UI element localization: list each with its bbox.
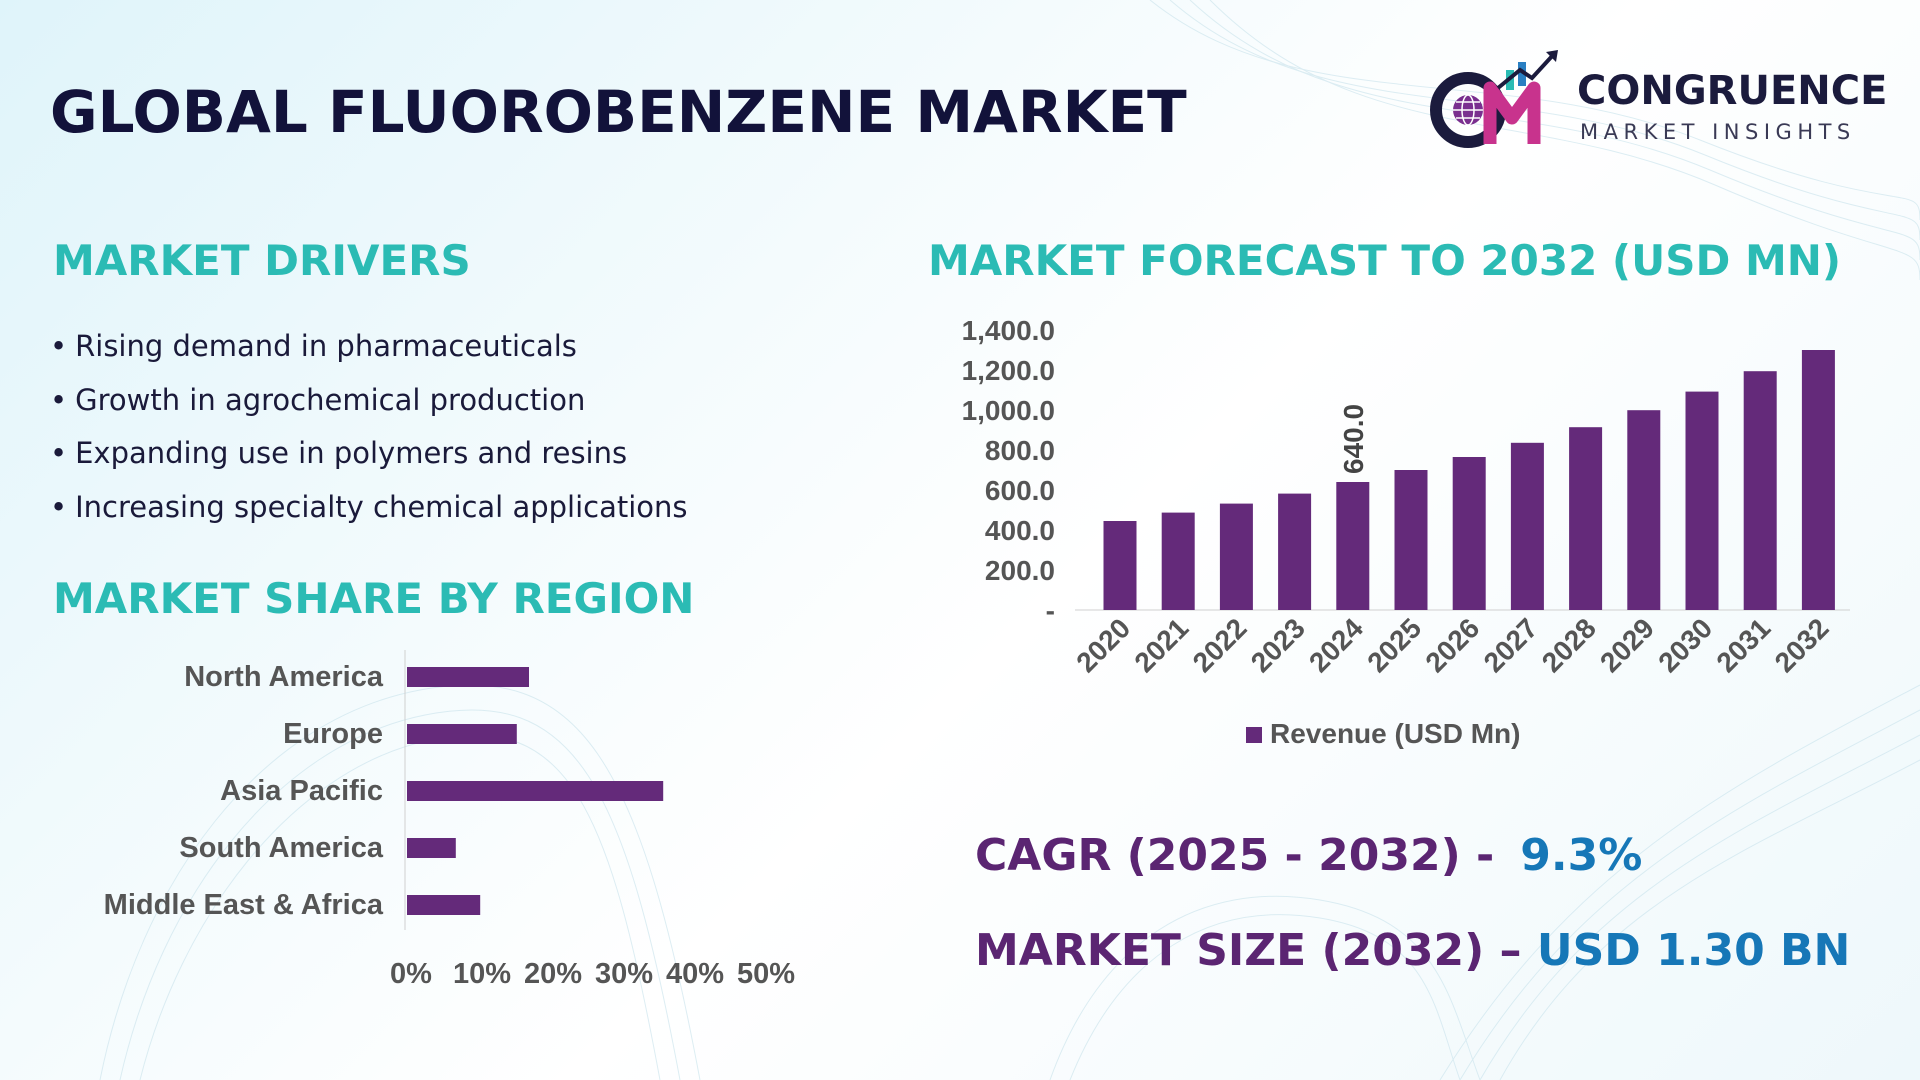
- forecast-x-tick-label: 2026: [1419, 612, 1485, 678]
- forecast-bar: [1394, 470, 1428, 610]
- forecast-x-tick-label: 2031: [1710, 612, 1776, 678]
- region-category-label: Asia Pacific: [220, 775, 383, 807]
- forecast-bar: [1743, 371, 1777, 610]
- cagr-kpi: CAGR (2025 - 2032) - 9.3%: [975, 830, 1642, 881]
- driver-text: Growth in agrochemical production: [75, 382, 586, 417]
- forecast-bar: [1801, 350, 1835, 610]
- market-forecast-heading: MARKET FORECAST TO 2032 (USD MN): [928, 236, 1842, 285]
- forecast-y-tick-label: 200.0: [985, 555, 1055, 586]
- forecast-x-tick-label: 2029: [1594, 612, 1660, 678]
- forecast-x-tick-label: 2030: [1652, 612, 1718, 678]
- cagr-label: CAGR (2025 - 2032) -: [975, 830, 1495, 881]
- forecast-x-tick-label: 2020: [1070, 612, 1136, 678]
- region-category-label: South America: [179, 832, 383, 864]
- driver-item: • Increasing specialty chemical applicati…: [50, 481, 688, 535]
- region-category-label: Middle East & Africa: [104, 889, 384, 921]
- forecast-bar: [1569, 427, 1603, 610]
- forecast-y-tick-label: 600.0: [985, 475, 1055, 506]
- bullet-icon: •: [50, 436, 68, 470]
- forecast-bar: [1103, 521, 1137, 610]
- driver-text: Increasing specialty chemical applicatio…: [75, 489, 688, 524]
- legend-swatch: [1246, 727, 1262, 743]
- forecast-x-tick-label: 2024: [1303, 612, 1369, 678]
- page-title: GLOBAL FLUOROBENZENE MARKET: [50, 78, 1187, 146]
- driver-item: • Expanding use in polymers and resins: [50, 427, 688, 481]
- market-size-value: USD 1.30 BN: [1536, 925, 1851, 976]
- forecast-bar: [1510, 442, 1544, 610]
- region-category-label: North America: [184, 661, 384, 693]
- forecast-bar: [1161, 512, 1195, 610]
- market-drivers-list: • Rising demand in pharmaceuticals • Growt…: [50, 320, 688, 534]
- forecast-x-tick-label: 2023: [1245, 612, 1311, 678]
- logo-subtitle: MARKET INSIGHTS: [1580, 120, 1856, 144]
- legend-label: Revenue (USD Mn): [1270, 718, 1520, 749]
- company-logo: CONGRUENCE MARKET INSIGHTS: [1420, 48, 1890, 158]
- bullet-icon: •: [50, 489, 68, 524]
- region-bar: [407, 838, 456, 858]
- region-category-label: Europe: [283, 718, 383, 750]
- forecast-y-tick-label: 1,400.0: [962, 315, 1055, 346]
- market-size-kpi: MARKET SIZE (2032) – USD 1.30 BN: [975, 925, 1850, 976]
- forecast-bar: [1278, 493, 1312, 610]
- forecast-y-tick-label: -: [1046, 595, 1055, 626]
- forecast-bar: [1452, 457, 1486, 610]
- forecast-x-tick-label: 2025: [1361, 612, 1427, 678]
- driver-text: Rising demand in pharmaceuticals: [75, 329, 577, 363]
- driver-item: • Growth in agrochemical production: [50, 374, 688, 428]
- region-share-heading: MARKET SHARE BY REGION: [53, 574, 695, 623]
- cagr-value: 9.3%: [1520, 830, 1643, 881]
- bullet-icon: •: [50, 382, 68, 417]
- market-drivers-heading: MARKET DRIVERS: [53, 236, 471, 285]
- market-forecast-chart: - 200.0 400.0 600.0 800.0 1,000.0 1,200.0 1,400…: [962, 315, 1850, 749]
- forecast-bar: [1219, 503, 1253, 610]
- region-x-tick-label: 10%: [453, 958, 511, 990]
- region-bar: [407, 781, 664, 801]
- forecast-y-tick-label: 1,000.0: [962, 395, 1055, 426]
- region-x-tick-label: 40%: [666, 958, 724, 990]
- region-bar: [407, 724, 517, 744]
- region-x-tick-label: 20%: [524, 958, 582, 990]
- forecast-bar: [1627, 410, 1661, 610]
- forecast-y-tick-label: 800.0: [985, 435, 1055, 466]
- logo-name: CONGRUENCE: [1577, 68, 1888, 114]
- forecast-y-tick-label: 1,200.0: [962, 355, 1055, 386]
- forecast-bar: [1685, 391, 1719, 610]
- region-bar: [407, 667, 529, 687]
- driver-item: • Rising demand in pharmaceuticals: [50, 320, 688, 374]
- region-x-tick-label: 30%: [595, 958, 653, 990]
- forecast-x-tick-label: 2021: [1128, 612, 1194, 678]
- driver-text: Expanding use in polymers and resins: [75, 436, 628, 470]
- congruence-logo-icon: [1430, 50, 1558, 148]
- region-share-chart: North America Europe Asia Pacific South Ame…: [104, 650, 795, 990]
- forecast-bar: [1336, 482, 1370, 610]
- region-bar: [407, 895, 481, 915]
- region-x-tick-label: 0%: [390, 958, 432, 990]
- forecast-y-tick-label: 400.0: [985, 515, 1055, 546]
- region-x-tick-label: 50%: [737, 958, 795, 990]
- forecast-data-label: 640.0: [1338, 404, 1369, 474]
- forecast-x-tick-label: 2027: [1478, 612, 1544, 678]
- forecast-x-tick-label: 2032: [1769, 612, 1835, 678]
- market-size-label: MARKET SIZE (2032) –: [975, 925, 1522, 976]
- forecast-x-tick-label: 2028: [1536, 612, 1602, 678]
- forecast-x-tick-label: 2022: [1187, 612, 1253, 678]
- bullet-icon: •: [50, 329, 68, 363]
